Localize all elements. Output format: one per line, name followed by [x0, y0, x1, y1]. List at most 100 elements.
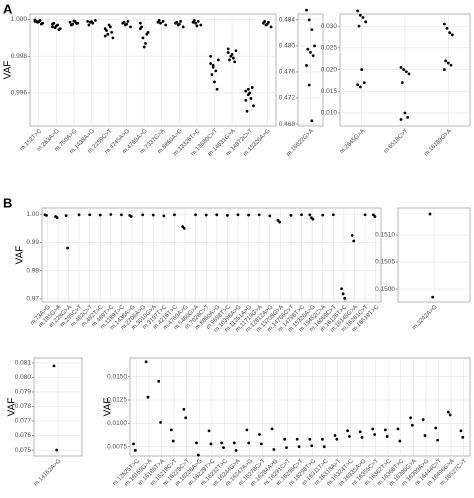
point: [146, 395, 150, 399]
point: [448, 31, 452, 35]
y-axis-label: VAF: [15, 246, 26, 265]
y-axis-label: VAF: [103, 398, 114, 417]
point: [196, 453, 200, 457]
y-tick-label: 0.1500: [375, 286, 395, 293]
point: [409, 416, 412, 420]
point: [51, 22, 54, 26]
point: [321, 437, 324, 441]
y-tick-label: 0.998: [11, 53, 28, 60]
y-tick-label: 0.996: [11, 90, 28, 97]
y-tick-label: 0.020: [321, 66, 338, 73]
x-tick-label: m.14152A>G: [33, 458, 63, 488]
y-tick-label: 0.468: [279, 121, 296, 128]
point: [436, 438, 439, 442]
point: [106, 32, 110, 36]
point: [428, 212, 432, 216]
point: [252, 104, 255, 108]
point: [204, 213, 208, 217]
point: [403, 111, 407, 115]
y-tick-label: 0.079: [15, 389, 32, 396]
point: [335, 437, 339, 441]
point: [309, 51, 312, 54]
y-tick-label: 0.1505: [375, 259, 395, 266]
point: [358, 85, 362, 89]
point: [445, 26, 449, 30]
point: [346, 429, 349, 433]
y-tick-label: 0.0150: [107, 373, 127, 380]
x-tick-label: m.3242A>G: [412, 304, 439, 331]
point: [358, 430, 362, 434]
y-tick-label: 0.97: [26, 296, 39, 303]
y-tick-label: 0.1510: [375, 232, 395, 239]
y-tick-label: 0.476: [279, 69, 296, 76]
point: [247, 441, 251, 445]
point: [177, 22, 181, 26]
point: [322, 445, 326, 449]
point: [141, 213, 145, 217]
point: [357, 24, 361, 28]
y-axis-label: VAF: [3, 61, 14, 80]
point: [226, 47, 230, 51]
point: [173, 213, 176, 217]
point: [72, 19, 76, 23]
point: [310, 444, 314, 448]
point: [230, 52, 234, 56]
point: [245, 109, 249, 113]
point: [215, 213, 219, 217]
point: [129, 215, 133, 218]
point: [129, 25, 132, 29]
point: [52, 364, 56, 368]
point: [51, 25, 54, 29]
point: [151, 213, 155, 217]
point: [331, 213, 335, 217]
point: [209, 54, 213, 58]
point: [398, 439, 402, 443]
y-tick-label: 0.0100: [107, 420, 127, 427]
y-tick-label: 0.010: [321, 110, 338, 117]
point: [45, 213, 48, 217]
y-tick-label: 0.99: [26, 239, 39, 246]
point: [404, 70, 408, 74]
point: [125, 22, 129, 26]
point: [231, 56, 235, 60]
point: [446, 410, 450, 414]
point: [383, 428, 387, 432]
point: [122, 20, 126, 24]
point: [246, 87, 250, 91]
point: [132, 442, 135, 446]
point: [450, 33, 454, 37]
point: [164, 23, 168, 27]
point: [159, 21, 162, 25]
point: [269, 25, 273, 29]
point: [184, 416, 188, 420]
point: [33, 18, 37, 22]
x-tick-label: m.16189G>A: [423, 128, 452, 157]
y-tick-label: 0.484: [279, 17, 296, 24]
point: [442, 22, 446, 26]
point: [459, 429, 463, 433]
point: [446, 61, 450, 65]
y-tick-label: 0.480: [279, 43, 296, 50]
point: [402, 68, 406, 71]
point: [192, 19, 196, 22]
point: [321, 213, 325, 217]
point: [373, 433, 377, 436]
point: [120, 213, 123, 217]
y-tick-label: 0.077: [15, 418, 32, 425]
point: [55, 448, 59, 452]
point: [171, 439, 175, 443]
point: [244, 98, 248, 102]
point: [157, 19, 161, 22]
point: [145, 32, 149, 36]
point: [157, 379, 161, 383]
point: [233, 60, 237, 64]
point: [88, 213, 92, 217]
point: [214, 69, 218, 73]
point: [209, 62, 213, 65]
point: [213, 80, 216, 84]
point: [263, 19, 267, 23]
point: [411, 423, 414, 427]
point: [194, 21, 198, 25]
point: [362, 81, 366, 84]
point: [350, 233, 354, 237]
